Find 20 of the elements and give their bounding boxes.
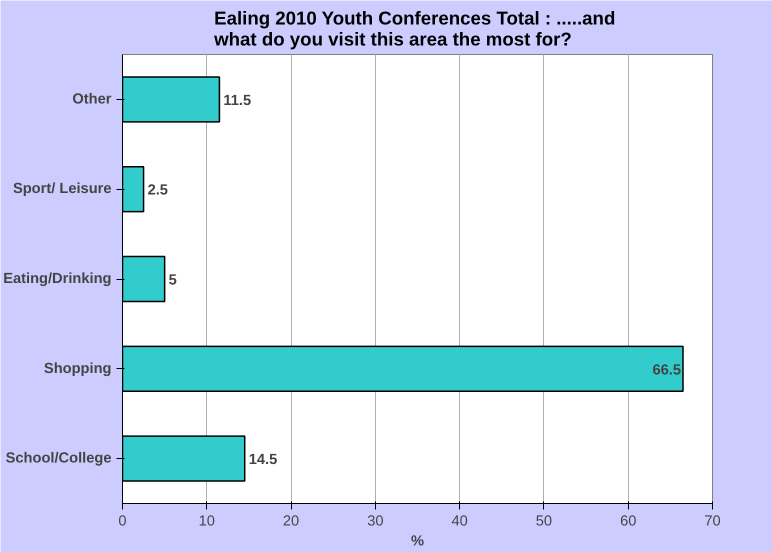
x-tick-label: 0 xyxy=(118,514,127,530)
data-label: 66.5 xyxy=(652,362,682,378)
x-tick-label: 20 xyxy=(282,514,300,530)
y-tick-label: Eating/Drinking xyxy=(3,271,112,287)
x-tick-label: 60 xyxy=(620,514,636,530)
x-tick-label: 70 xyxy=(704,514,721,530)
data-label: 5 xyxy=(168,272,177,288)
y-tick-label: Shopping xyxy=(44,360,112,377)
x-tick-label: 50 xyxy=(536,514,552,530)
data-label: 14.5 xyxy=(248,452,278,468)
x-tick-label: 10 xyxy=(198,514,215,530)
data-label: 11.5 xyxy=(223,92,252,109)
chart-title: Ealing 2010 Youth Conferences Total : .....and what do you visit this area the most for? xyxy=(213,8,616,50)
y-tick-label: School/College xyxy=(6,450,112,467)
y-tick-label: Other xyxy=(72,91,112,108)
x-axis-title: % xyxy=(410,534,424,550)
data-label: 2.5 xyxy=(148,182,168,199)
x-tick-label: 30 xyxy=(367,514,384,530)
x-tick-label: 40 xyxy=(451,514,468,530)
y-tick-label: Sport/ Leisure xyxy=(12,181,112,198)
